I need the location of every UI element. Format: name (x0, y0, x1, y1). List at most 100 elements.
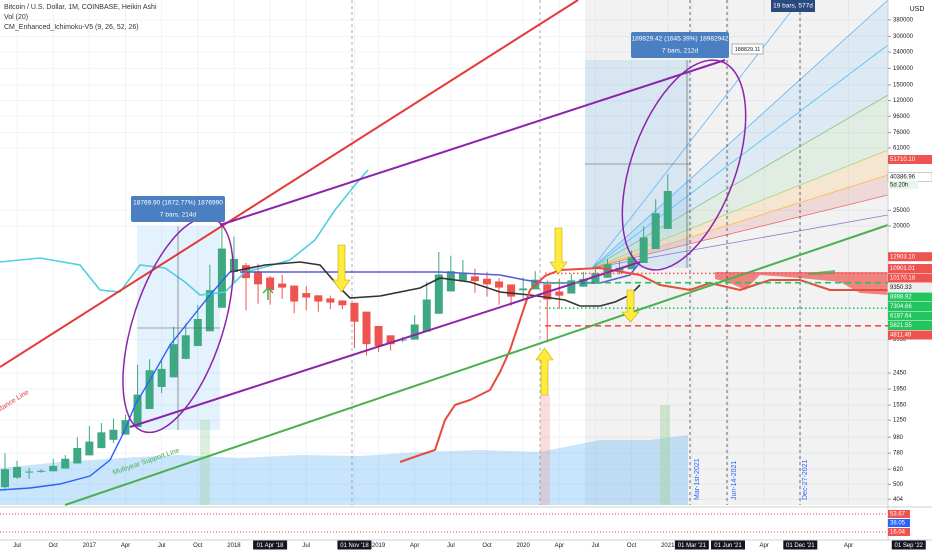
candle-body (398, 339, 407, 341)
currency-label: USD (910, 6, 925, 13)
lagging-line (0, 169, 369, 296)
x-tick-label: Jul (158, 543, 166, 549)
x-tick-label: 2019 (372, 543, 386, 549)
candle-body (13, 467, 22, 478)
channel-line (219, 59, 726, 226)
candle-body (37, 470, 46, 472)
x-tick-label: 2017 (83, 543, 97, 549)
candle-body (422, 299, 431, 332)
price-tag-label: 7304.66 (890, 304, 912, 310)
arrow-up-small (267, 287, 274, 294)
candle-body (61, 458, 70, 469)
candle-body (410, 324, 419, 340)
range-label: 19 bars, 577d (773, 3, 813, 10)
x-tick-box (783, 540, 818, 550)
measure-label-box (131, 196, 225, 222)
x-tick-label: Jul (592, 543, 600, 549)
candle-body (278, 283, 287, 288)
y-tick-label: 61000 (893, 146, 910, 152)
x-tick-label: 2020 (516, 543, 530, 549)
channel-line (129, 261, 641, 428)
y-tick-label: 500 (893, 482, 904, 488)
candle-body (519, 288, 528, 291)
indicator-tag (888, 528, 910, 536)
x-tick-label: Apr (121, 543, 130, 549)
indicator-label: CM_Enhanced_Ichimoku-V5 (9, 26, 52, 26) (4, 24, 139, 31)
x-tick-label: Jul (447, 543, 455, 549)
candle-body (1, 469, 9, 488)
price-tag-label: 8898.92 (890, 295, 912, 301)
y-tick-label: 300000 (893, 34, 914, 40)
measure-label: 189829.42 (1645.39%) 18982942 (632, 36, 729, 43)
cloud (808, 270, 835, 275)
candle-body (266, 277, 275, 291)
x-tick-box (337, 540, 372, 550)
x-tick-label: 2021 (661, 543, 675, 549)
countdown: 5d 20h (890, 182, 908, 188)
volume-label: Vol (20) (4, 14, 28, 21)
price-tag (888, 264, 932, 274)
x-tick-label: 01 Jun '21 (714, 543, 742, 549)
y-tick-label: 25000 (893, 208, 910, 214)
arrows (332, 227, 640, 396)
candle-body (567, 280, 576, 294)
candle-body (97, 432, 106, 449)
candle-body (386, 335, 395, 345)
x-tick-box (891, 540, 926, 550)
price-tag-label: 6187.64 (890, 314, 912, 320)
candle-body (302, 293, 311, 298)
candle-body (25, 471, 34, 473)
candle-body (49, 465, 58, 472)
price-tag-label: 9350.33 (890, 285, 912, 291)
x-tick-label: 01 Sep '22 (894, 543, 923, 549)
candle-body (507, 284, 516, 297)
y-tick-label: 20000 (893, 224, 910, 230)
arrow-down (549, 227, 568, 275)
y-tick-label: 380000 (893, 17, 914, 23)
x-tick-label: Apr (759, 543, 768, 549)
candle-body (374, 326, 383, 347)
candle-body (495, 281, 504, 288)
y-tick-label: 1250 (893, 418, 907, 424)
cloud (715, 272, 888, 295)
price-tag (888, 302, 932, 312)
range-box (771, 0, 815, 12)
x-tick-label: Apr (410, 543, 419, 549)
price-tag-label: 10901.01 (890, 266, 916, 272)
price-tag (888, 252, 932, 262)
volume-spike (200, 420, 210, 505)
price-tag (888, 311, 932, 321)
y-tick-label: 150000 (893, 83, 914, 89)
price-tag (888, 155, 932, 165)
price-tag-label: 51710.10 (890, 157, 916, 163)
candle-body (603, 264, 612, 278)
candle-body (314, 295, 323, 302)
candle-body (229, 258, 238, 273)
measure-label: 7 bars, 212d (662, 48, 699, 55)
candle-body (434, 274, 443, 314)
trend-line (0, 0, 579, 368)
candle-body (362, 311, 371, 345)
candle-body (73, 447, 82, 464)
price-tag-label: 4811.49 (890, 333, 912, 339)
support-line (64, 224, 889, 506)
y-tick-label: 404 (893, 497, 904, 503)
volume-spike (660, 405, 670, 505)
y-tick-label: 76000 (893, 130, 910, 136)
y-tick-label: 240000 (893, 50, 914, 56)
indicator-tag (888, 519, 910, 527)
price-tag (888, 330, 932, 340)
candles (1, 174, 672, 489)
axes: 380000 300000 240000 190000 150000 120000 9600… (13, 17, 932, 550)
x-tick-label: 01 Mar '21 (678, 543, 707, 549)
candle-body (133, 394, 142, 428)
candle-body (205, 290, 214, 332)
y-tick-label: 980 (893, 435, 904, 441)
volume-area (0, 435, 688, 505)
countdown-box (888, 180, 918, 189)
x-tick-box (674, 540, 709, 550)
x-tick-label: Apr (844, 543, 853, 549)
y-tick-label: 96000 (893, 114, 910, 120)
y-tick-label: 190000 (893, 66, 914, 72)
candle-body (109, 429, 118, 440)
